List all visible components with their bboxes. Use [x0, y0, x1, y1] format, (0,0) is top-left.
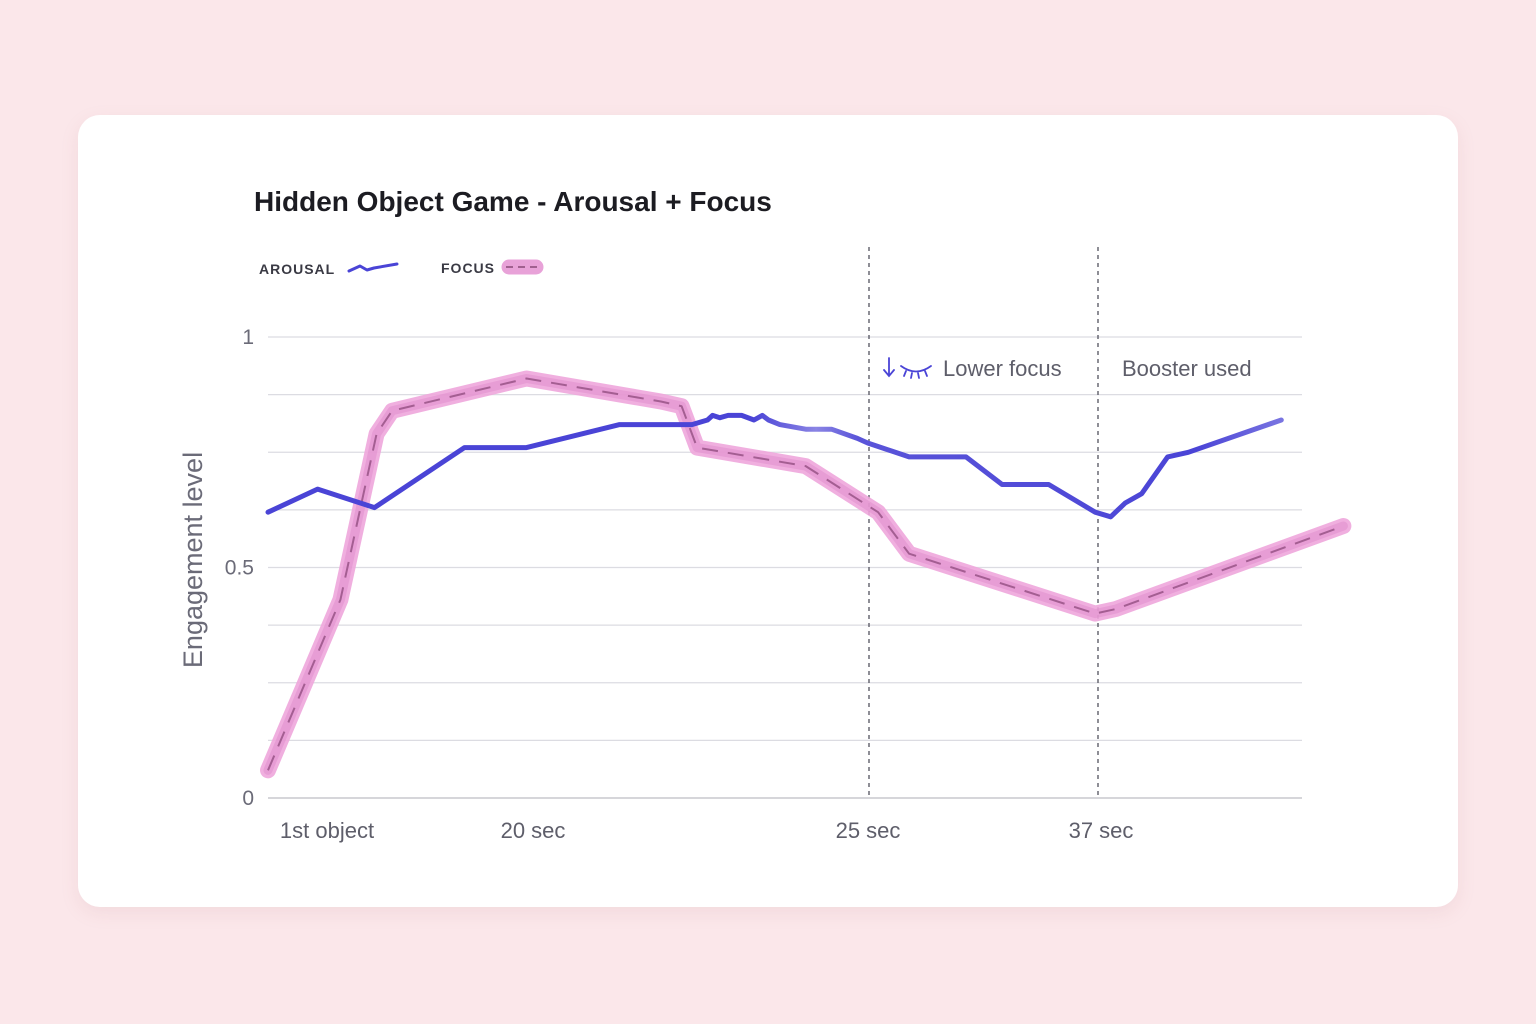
series-arousal	[265, 412, 1284, 520]
legend-label-focus: FOCUS	[441, 260, 495, 276]
y-tick-label: 0.5	[225, 557, 254, 580]
chart-card: Hidden Object Game - Arousal + Focus AROU…	[78, 115, 1458, 907]
y-tick-label: 1	[242, 326, 254, 349]
y-axis-label: Engagement level	[178, 452, 208, 668]
x-tick-label: 37 sec	[1069, 818, 1134, 843]
chart-title: Hidden Object Game - Arousal + Focus	[254, 186, 772, 217]
x-tick-label: 25 sec	[836, 818, 901, 843]
focus-band-core	[263, 374, 1348, 775]
legend-swatch-arousal	[347, 262, 399, 273]
y-tick-label: 0	[242, 787, 254, 810]
focus-line	[267, 377, 1344, 771]
annotation-label: Lower focus	[943, 356, 1062, 381]
chart-legend: AROUSAL FOCUS	[259, 259, 544, 277]
down-arrow-closed-eye-icon	[883, 357, 932, 379]
x-tick-label: 20 sec	[501, 818, 566, 843]
engagement-chart: Hidden Object Game - Arousal + Focus AROU…	[178, 186, 1352, 843]
series-focus	[260, 370, 1352, 779]
arousal-line	[265, 412, 1284, 520]
x-tick-label: 1st object	[280, 818, 374, 843]
legend-label-arousal: AROUSAL	[259, 261, 335, 277]
focus-band	[260, 370, 1352, 779]
gridlines	[268, 336, 1302, 799]
annotation-label: Booster used	[1122, 356, 1252, 381]
